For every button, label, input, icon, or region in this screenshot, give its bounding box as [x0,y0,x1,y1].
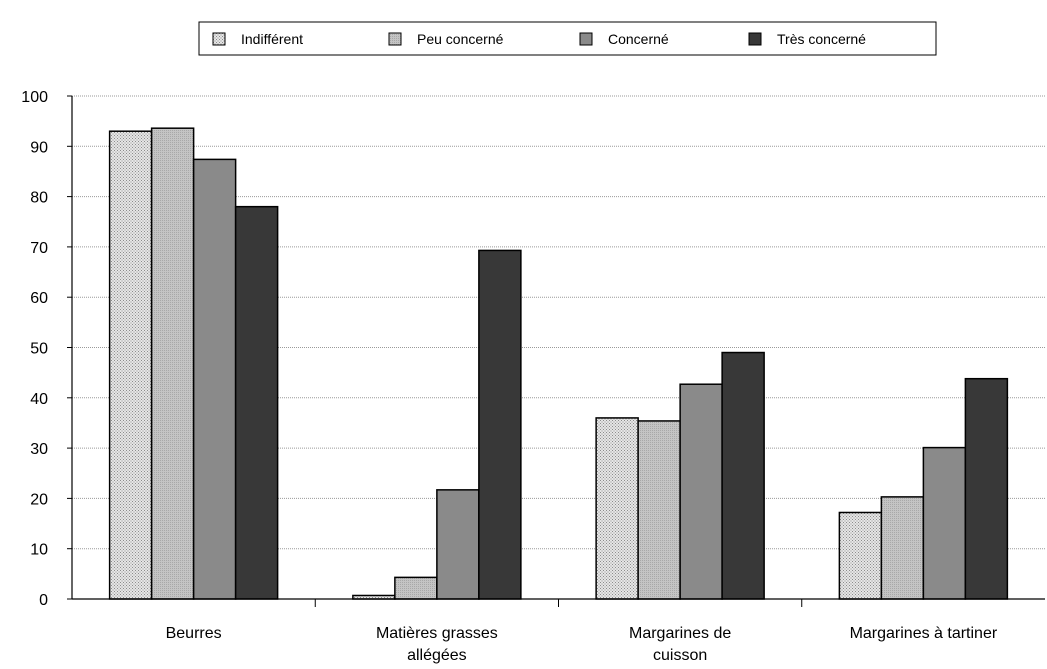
y-tick-label: 90 [30,139,48,156]
y-tick-label: 20 [30,491,48,508]
bar [964,377,1009,600]
bar [108,130,153,600]
legend-label: Peu concerné [417,31,504,47]
legend-swatch [748,32,762,46]
bar [922,446,967,600]
axes [67,95,1045,607]
legend-swatch [212,32,226,46]
legend-swatch [388,32,402,46]
bars [108,127,1009,600]
y-tick-label: 10 [30,542,48,559]
bar [880,496,925,600]
x-tick-label: cuisson [653,647,707,664]
bar [436,489,480,600]
x-tick-label: Beurres [166,625,222,642]
bar [192,158,237,600]
legend-swatch [579,32,593,46]
legend-label: Indifférent [241,31,303,47]
bar [838,511,883,600]
y-tick-label: 70 [30,240,48,257]
x-tick-label: allégées [407,647,467,664]
bar [637,420,681,600]
bar [394,576,438,600]
legend: Indifférent Peu concerné Concerné Très conc… [198,21,937,56]
y-tick-label: 50 [30,341,48,358]
bar [679,383,723,600]
bar [234,205,279,600]
y-tick-label: 0 [39,592,48,609]
x-tick-label: Margarines à tartiner [850,625,998,642]
y-tick-label: 30 [30,441,48,458]
bar [478,249,522,600]
y-tick-label: 100 [21,89,48,106]
bar [150,127,195,600]
legend-label: Très concerné [777,31,866,47]
x-tick-label: Matières grasses [376,625,498,642]
axis-labels: 0 10 20 30 40 50 60 70 80 90 100 Beurres Matières gr… [21,89,998,664]
x-tick-label: Margarines de [629,625,731,642]
y-tick-label: 60 [30,290,48,307]
y-tick-label: 40 [30,391,48,408]
legend-box [198,21,937,56]
bar [721,351,765,600]
bar [595,417,639,600]
legend-label: Concerné [608,31,669,47]
y-tick-label: 80 [30,190,48,207]
